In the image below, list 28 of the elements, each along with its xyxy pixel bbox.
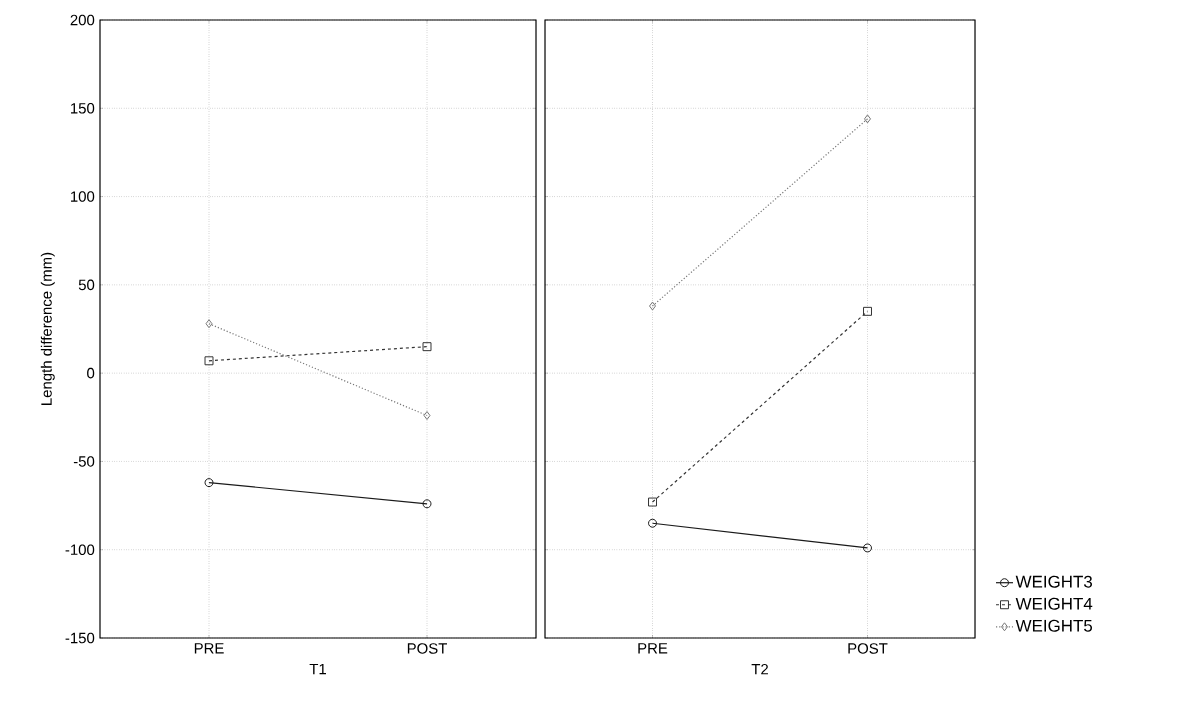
y-tick-label: -100 bbox=[65, 544, 95, 555]
x-axis-title: T1 bbox=[309, 663, 326, 675]
legend-label: WEIGHT5 bbox=[1015, 619, 1093, 632]
point bbox=[863, 306, 872, 316]
point bbox=[422, 499, 432, 509]
point bbox=[648, 497, 657, 507]
point bbox=[863, 543, 872, 553]
y-tick-label: 100 bbox=[71, 191, 95, 202]
x-axis-title: T2 bbox=[751, 663, 768, 675]
legend-label: WEIGHT3 bbox=[1015, 575, 1093, 588]
y-tick-label: 200 bbox=[70, 14, 95, 26]
y-tick-label: 0 bbox=[87, 367, 95, 379]
x-tick-label: POST bbox=[848, 643, 888, 654]
x-tick-label: PRE bbox=[638, 643, 668, 654]
x-tick-label: POST bbox=[407, 643, 447, 654]
y-tick-label: -50 bbox=[73, 456, 95, 467]
point bbox=[204, 356, 214, 366]
point bbox=[648, 518, 657, 528]
y-tick-label: -150 bbox=[65, 632, 95, 644]
point bbox=[423, 411, 431, 420]
point bbox=[204, 478, 214, 488]
point bbox=[422, 342, 432, 352]
point bbox=[205, 319, 213, 329]
legend-label: WEIGHT4 bbox=[1015, 597, 1093, 610]
x-tick-label: PRE bbox=[194, 643, 224, 654]
y-tick-label: 150 bbox=[71, 102, 95, 114]
y-tick-label: 50 bbox=[78, 279, 95, 291]
y-axis-title: Length difference (mm) bbox=[40, 252, 55, 405]
